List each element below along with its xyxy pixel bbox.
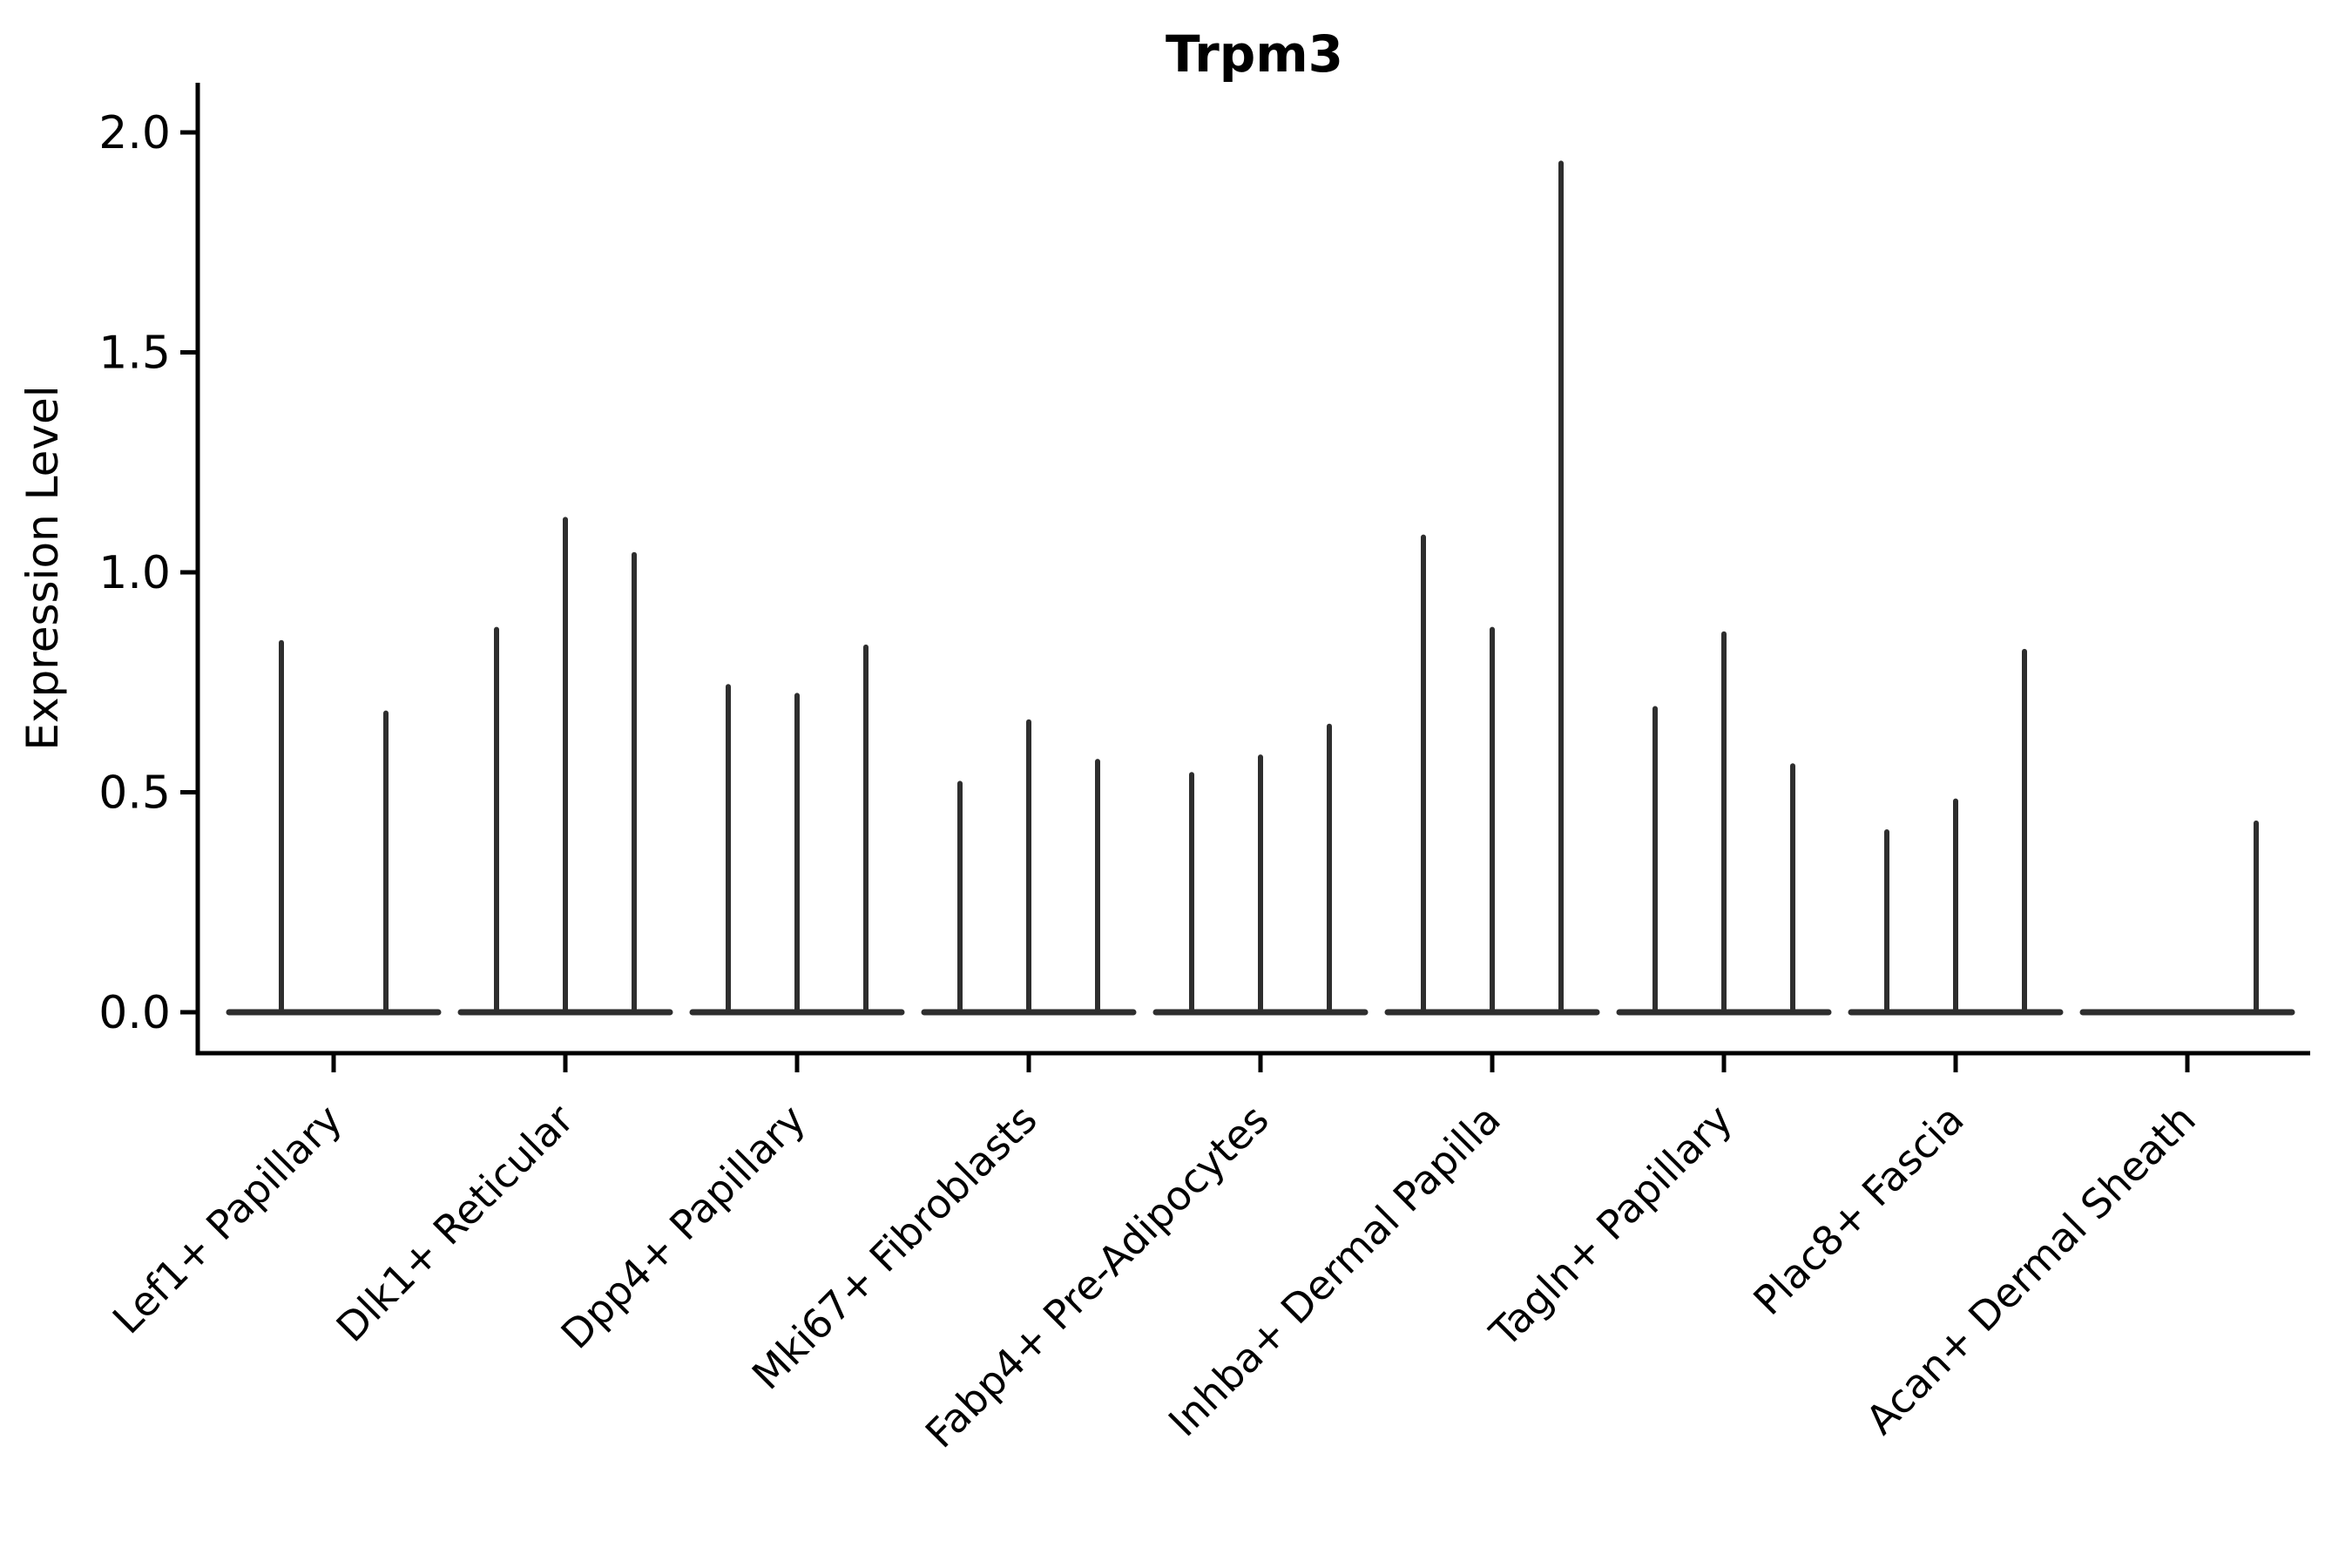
violin-group	[1384, 160, 1600, 1016]
axes-spines	[195, 83, 2310, 1056]
violin-group	[689, 644, 905, 1016]
violin-group	[1848, 648, 2064, 1016]
x-tick-label: Tagln+ Papillary	[1480, 1096, 1741, 1357]
violin-group	[1616, 631, 1832, 1016]
x-tick-label: Dpp4+ Papillary	[552, 1096, 814, 1358]
y-tick-label: 1.5	[98, 328, 171, 380]
violin-group	[1152, 723, 1369, 1016]
chart-title: Trpm3	[1166, 24, 1343, 84]
y-axis-label: Expression Level	[17, 385, 68, 750]
y-tick-label: 2.0	[98, 107, 171, 159]
y-axis-ticks: 0.0 0.5 1.0 1.5 2.0	[98, 107, 198, 1039]
x-tick-label: Dlk1+ Reticular	[328, 1096, 583, 1351]
x-tick-label: Plac8+ Fascia	[1744, 1096, 1972, 1324]
y-tick-label: 0.5	[98, 767, 171, 820]
violins	[226, 160, 2295, 1016]
violin-group	[226, 639, 442, 1016]
violin-group	[921, 719, 1137, 1016]
y-tick-label: 0.0	[98, 987, 171, 1039]
violin-group	[457, 517, 673, 1016]
violin-group	[2079, 820, 2295, 1016]
y-tick-label: 1.0	[98, 547, 171, 599]
x-tick-label: Lef1+ Papillary	[104, 1096, 351, 1343]
